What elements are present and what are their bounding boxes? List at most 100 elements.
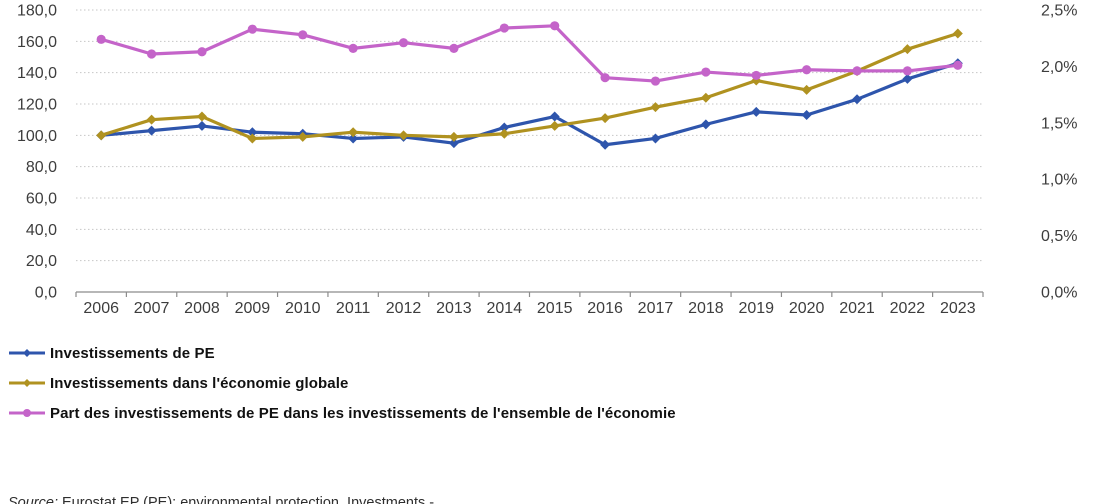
data-point-marker	[801, 84, 812, 95]
y-axis-left-label: 160,0	[17, 34, 57, 51]
legend-item-1: Investissements dans l'économie globale	[8, 371, 676, 395]
y-axis-left-labels: 180,0 160,0 140,0 120,0 100,0 80,0 60,0 40,0 20,…	[17, 3, 57, 302]
y-axis-left-label: 20,0	[26, 253, 57, 270]
data-point-marker	[146, 125, 157, 136]
y-axis-right-label: 1,5%	[1041, 115, 1077, 132]
legend-line-icon	[9, 409, 45, 417]
data-point-marker	[852, 66, 862, 76]
series-2	[96, 21, 963, 86]
data-point-marker	[398, 130, 409, 141]
x-axis-label: 2017	[638, 300, 674, 317]
line-chart-canvas: 180,0 160,0 140,0 120,0 100,0 80,0 60,0 40,0 20,…	[17, 3, 1078, 318]
data-point-marker	[700, 92, 711, 103]
chart-legend: Investissements de PE Investissements dan…	[8, 341, 676, 431]
x-axis-label: 2007	[134, 300, 170, 317]
data-point-marker	[550, 21, 560, 31]
data-point-marker	[600, 139, 611, 150]
series-line	[99, 61, 960, 147]
source-label: Source:	[8, 495, 58, 504]
data-point-marker	[549, 120, 560, 131]
y-axis-left-label: 140,0	[17, 65, 57, 82]
data-point-marker	[549, 111, 560, 122]
data-point-marker	[448, 138, 459, 149]
data-point-marker	[196, 111, 207, 122]
legend-line-icon	[9, 379, 45, 387]
y-axis-left-label: 100,0	[17, 128, 57, 145]
y-axis-left-label: 180,0	[17, 3, 57, 20]
data-point-marker	[499, 128, 510, 139]
x-axis-label: 2016	[587, 300, 623, 317]
y-axis-right-labels: 2,5% 2,0% 1,5% 1,0% 0,5% 0,0%	[1041, 3, 1077, 302]
data-point-marker	[902, 66, 913, 76]
data-point-marker	[751, 106, 762, 117]
data-point-marker	[96, 130, 107, 141]
data-point-marker	[802, 65, 812, 75]
legend-item-label: Investissements dans l'économie globale	[50, 374, 349, 392]
x-axis-label: 2008	[184, 300, 220, 317]
x-axis-label: 2014	[487, 300, 523, 317]
data-point-marker	[650, 133, 661, 144]
y-axis-right-label: 2,0%	[1041, 59, 1077, 76]
data-point-marker	[700, 119, 711, 130]
x-axis-label: 2009	[235, 300, 271, 317]
data-point-marker	[398, 38, 409, 48]
data-point-marker	[247, 127, 258, 138]
data-point-marker	[449, 43, 459, 53]
y-axis-right-label: 0,0%	[1041, 285, 1077, 302]
data-point-marker	[751, 70, 761, 81]
y-axis-left-label: 60,0	[26, 191, 57, 208]
x-axis-label: 2021	[839, 300, 875, 317]
x-axis-label: 2013	[436, 300, 472, 317]
legend-item-label: Part des investissements de PE dans les …	[50, 404, 676, 422]
y-axis-right-label: 0,5%	[1041, 228, 1077, 245]
data-point-marker	[247, 24, 257, 34]
line-chart: 180,0 160,0 140,0 120,0 100,0 80,0 60,0 40,0 20,…	[17, 3, 1078, 318]
x-axis-label: 2015	[537, 300, 573, 317]
series-1	[96, 28, 963, 144]
x-axis-label: 2019	[738, 300, 774, 317]
x-axis-label: 2006	[83, 300, 119, 317]
y-axis-left-label: 80,0	[26, 159, 57, 176]
data-point-marker	[701, 67, 711, 77]
legend-item-0: Investissements de PE	[8, 341, 676, 365]
data-point-marker	[348, 43, 358, 53]
x-axis-label: 2023	[940, 300, 976, 317]
x-axis-label: 2022	[890, 300, 926, 317]
data-point-marker	[197, 47, 207, 57]
data-point-marker	[952, 28, 963, 39]
y-axis-left-label: 40,0	[26, 222, 57, 239]
data-point-marker	[600, 73, 610, 83]
x-axis-label: 2010	[285, 300, 321, 317]
data-point-marker	[146, 49, 157, 59]
legend-item-label: Investissements de PE	[50, 344, 215, 362]
source-note: Source: Eurostat EP (PE): environmental …	[8, 446, 1088, 504]
legend-line-icon	[9, 349, 45, 357]
data-point-marker	[499, 23, 509, 33]
data-point-marker	[297, 131, 308, 142]
series-line	[99, 31, 960, 141]
legend-item-2: Part des investissements de PE dans les …	[8, 401, 676, 425]
data-point-marker	[902, 44, 913, 55]
data-point-marker	[298, 30, 308, 40]
data-point-marker	[953, 60, 963, 70]
data-point-marker	[650, 102, 661, 113]
data-point-marker	[348, 127, 359, 138]
x-axis-label: 2012	[386, 300, 422, 317]
x-axis	[75, 291, 984, 297]
data-point-marker	[146, 114, 157, 125]
data-point-marker	[650, 76, 661, 86]
source-line-1: Source: Eurostat EP (PE): environmental …	[8, 492, 1088, 504]
data-point-marker	[247, 133, 258, 144]
x-axis-label: 2020	[789, 300, 825, 317]
y-axis-left-label: 120,0	[17, 97, 57, 114]
x-axis-labels: 2006 2007 2008 2009 2010 2011 2012 2013 2014 2015…	[83, 300, 975, 317]
y-axis-right-label: 2,5%	[1041, 3, 1077, 20]
x-axis-label: 2018	[688, 300, 724, 317]
source-line-1-text: Eurostat EP (PE): environmental protecti…	[57, 495, 435, 504]
y-axis-left-label: 0,0	[35, 285, 57, 302]
data-point-marker	[600, 113, 611, 124]
y-axis-right-label: 1,0%	[1041, 172, 1077, 189]
series-line	[99, 24, 960, 83]
data-point-marker	[348, 133, 359, 144]
